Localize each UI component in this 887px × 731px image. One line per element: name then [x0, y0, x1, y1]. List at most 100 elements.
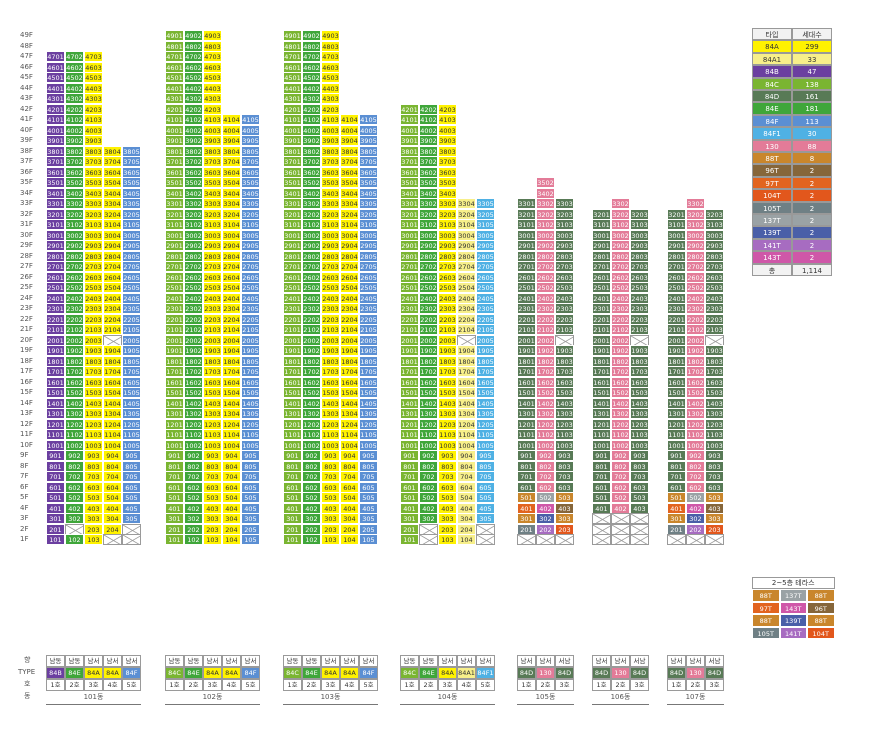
legend-cell: 299 — [792, 40, 832, 53]
unit-cell: 1601 — [667, 376, 686, 388]
unit-cell: 1202 — [686, 418, 705, 430]
unit-cell: 1902 — [419, 345, 438, 356]
unit-cell: 3301 — [165, 198, 184, 209]
unit-cell: 4105 — [359, 114, 378, 125]
unit-cell: 1005 — [359, 439, 378, 451]
unit-cell: 4004 — [340, 124, 359, 136]
unit-cell: 4603 — [321, 61, 340, 73]
unit-cell: 1001 — [46, 439, 65, 451]
empty-unit — [592, 534, 611, 545]
terrace-cell: 143T — [779, 601, 807, 614]
unit-cell: 1701 — [46, 366, 65, 377]
unit-cell: 2301 — [667, 303, 686, 314]
unit-cell: 4201 — [400, 103, 419, 115]
unit-cell: 1201 — [667, 418, 686, 430]
unit-cell: 102 — [302, 534, 321, 545]
table-cell: 84A — [438, 667, 457, 679]
unit-cell: 403 — [84, 502, 103, 514]
table-row-label: 향 — [24, 656, 31, 664]
unit-cell: 3502 — [536, 177, 555, 188]
floor-label: 25F — [20, 283, 33, 291]
table-cell: 84A — [84, 667, 103, 679]
unit-cell: 1802 — [65, 355, 84, 367]
unit-cell: 2302 — [184, 303, 203, 314]
unit-cell: 2904 — [457, 240, 476, 251]
floor-label: 44F — [20, 83, 33, 92]
unit-cell: 204 — [103, 523, 122, 535]
unit-cell: 4001 — [400, 124, 419, 136]
table-cell: 84D — [630, 667, 649, 679]
unit-cell: 2101 — [283, 324, 302, 335]
unit-cell: 603 — [84, 481, 103, 493]
table-cell: 남서 — [340, 655, 359, 667]
unit-cell: 3605 — [122, 166, 141, 178]
unit-cell: 2502 — [611, 282, 630, 293]
unit-cell: 2002 — [536, 334, 555, 346]
unit-cell: 2904 — [103, 240, 122, 251]
unit-cell: 3101 — [165, 219, 184, 230]
unit-cell: 3402 — [419, 187, 438, 199]
unit-cell: 2101 — [46, 324, 65, 335]
legend-cell: 161 — [792, 90, 832, 103]
unit-cell: 1702 — [536, 366, 555, 377]
unit-cell: 2502 — [536, 282, 555, 293]
unit-cell: 4802 — [302, 40, 321, 52]
legend-cell: 타입 — [752, 28, 792, 41]
unit-cell: 2201 — [667, 313, 686, 325]
unit-cell: 3302 — [536, 198, 555, 209]
unit-cell: 1803 — [555, 355, 574, 367]
table-cell: 1호 — [46, 679, 65, 691]
unit-cell: 2201 — [400, 313, 419, 325]
unit-cell: 603 — [203, 481, 222, 493]
unit-cell: 1502 — [536, 387, 555, 398]
table-cell: 남서 — [611, 655, 630, 667]
unit-cell: 1401 — [46, 397, 65, 409]
unit-cell: 1903 — [438, 345, 457, 356]
table-cell: 남동 — [419, 655, 438, 667]
floor-label: 23F — [20, 304, 33, 312]
building-underline — [592, 704, 649, 705]
unit-cell: 1803 — [321, 355, 340, 367]
unit-cell: 1201 — [165, 418, 184, 430]
unit-cell: 4301 — [283, 93, 302, 104]
unit-cell: 2103 — [321, 324, 340, 335]
legend-cell: 97T — [752, 176, 792, 190]
unit-cell: 4401 — [283, 82, 302, 94]
unit-cell: 602 — [686, 481, 705, 493]
unit-cell: 2203 — [555, 313, 574, 325]
building-underline — [517, 704, 574, 705]
unit-cell: 3301 — [46, 198, 65, 209]
terrace-cell: 97T — [752, 601, 780, 614]
legend-cell: 47 — [792, 65, 832, 78]
unit-cell: 2403 — [321, 292, 340, 304]
unit-cell: 2803 — [630, 250, 649, 262]
unit-cell: 1405 — [359, 397, 378, 409]
unit-cell: 3103 — [555, 219, 574, 230]
unit-cell: 2701 — [517, 261, 536, 272]
unit-cell: 2605 — [476, 271, 495, 283]
floor-label: 19F — [20, 346, 33, 354]
unit-cell: 702 — [536, 471, 555, 482]
unit-cell: 4203 — [438, 103, 457, 115]
unit-cell: 3802 — [184, 145, 203, 157]
unit-cell: 401 — [283, 502, 302, 514]
unit-cell: 3801 — [400, 145, 419, 157]
unit-cell: 705 — [476, 471, 495, 482]
unit-cell: 903 — [705, 450, 724, 461]
floor-label: 35F — [20, 178, 33, 186]
unit-cell: 1303 — [84, 408, 103, 419]
unit-cell: 3201 — [283, 208, 302, 220]
unit-cell: 403 — [321, 502, 340, 514]
table-cell: 3호 — [630, 679, 649, 691]
floor-label: 24F — [20, 293, 33, 302]
unit-cell: 2203 — [84, 313, 103, 325]
unit-cell: 2902 — [686, 240, 705, 251]
unit-cell: 3401 — [283, 187, 302, 199]
unit-cell: 2501 — [667, 282, 686, 293]
unit-cell: 2003 — [84, 334, 103, 346]
unit-cell: 2205 — [122, 313, 141, 325]
unit-cell: 2901 — [46, 240, 65, 251]
unit-cell: 404 — [457, 502, 476, 514]
unit-cell: 1702 — [302, 366, 321, 377]
unit-cell: 3002 — [536, 229, 555, 241]
